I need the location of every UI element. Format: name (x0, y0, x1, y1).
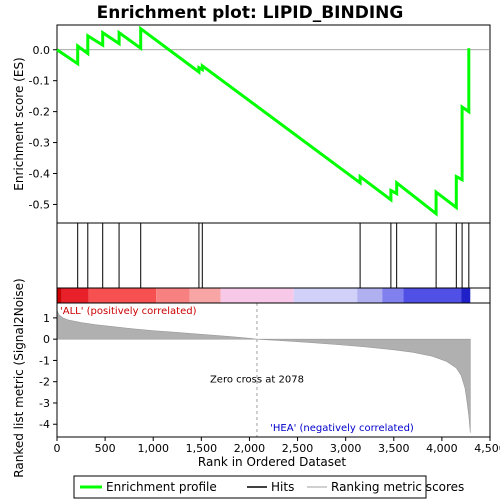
legend: Enrichment profile Hits Ranking metric sco… (73, 475, 464, 499)
negative-correlation-label: 'HEA' (negatively correlated) (270, 423, 414, 434)
color-bar-segment (403, 288, 462, 303)
es-panel: 0.0 -0.1 -0.2 -0.3 -0.4 -0.5 (29, 24, 491, 224)
x-tick-label: 1,500 (186, 442, 218, 455)
ranking-metric-area (56, 310, 471, 433)
color-bar-segment (382, 288, 404, 303)
hits-panel (56, 222, 491, 289)
chart-title: Enrichment plot: LIPID_BINDING (97, 3, 404, 23)
es-y-tick-label: 0.0 (33, 44, 51, 57)
metric-y-tick-label: -1 (39, 354, 50, 367)
metric-plot-bg (57, 303, 490, 437)
x-tick-label: 500 (95, 442, 116, 455)
color-bar-segment (293, 288, 358, 303)
es-plot-frame (56, 24, 491, 224)
metric-y-tick-label: 1 (43, 312, 50, 325)
x-axis-label: Rank in Ordered Dataset (198, 455, 346, 469)
x-tick-label: 4,000 (426, 442, 458, 455)
legend-label: Ranking metric scores (331, 480, 464, 494)
color-bar-segment (220, 288, 294, 303)
metric-plot-frame (56, 302, 491, 438)
color-bar-segment (156, 288, 190, 303)
zero-cross-label: Zero cross at 2078 (210, 375, 304, 386)
es-y-tick-label: -0.4 (29, 168, 50, 181)
x-tick-label: 1,000 (137, 442, 169, 455)
color-bar-segment (357, 288, 383, 303)
metric-y-tick-label: -2 (39, 376, 50, 389)
color-bar-segment (57, 288, 62, 303)
color-bar-segment (88, 288, 157, 303)
x-tick-label: 3,500 (378, 442, 410, 455)
metric-panel: 1 0 -1 -2 -3 -4 0 500 1,000 1,500 2,000 2,500 3,000 3… (39, 302, 500, 455)
x-tick-label: 4,500 (474, 442, 500, 455)
es-y-tick-label: -0.1 (29, 75, 50, 88)
legend-label: Hits (271, 480, 294, 494)
metric-y-tick-label: -4 (39, 418, 50, 431)
color-bar-segment (189, 288, 221, 303)
color-bar-segment (61, 288, 89, 303)
colorbar-panel (56, 287, 491, 304)
hits-frame (56, 222, 491, 289)
es-y-tick-label: -0.3 (29, 137, 50, 150)
positive-correlation-label: 'ALL' (positively correlated) (60, 306, 197, 317)
x-tick-label: 0 (54, 442, 61, 455)
x-tick-label: 2,500 (282, 442, 314, 455)
color-bar-segment (461, 288, 471, 303)
es-y-axis-label: Enrichment score (ES) (12, 57, 26, 190)
metric-y-axis-label: Ranked list metric (Signal2Noise) (12, 278, 26, 477)
enrichment-profile-line (56, 25, 471, 217)
es-y-tick-label: -0.5 (29, 198, 50, 211)
metric-y-tick-label: 0 (43, 333, 50, 346)
es-y-tick-label: -0.2 (29, 106, 50, 119)
legend-label: Enrichment profile (106, 480, 217, 494)
metric-y-tick-label: -3 (39, 397, 50, 410)
x-tick-label: 3,000 (330, 442, 362, 455)
x-tick-label: 2,000 (234, 442, 266, 455)
